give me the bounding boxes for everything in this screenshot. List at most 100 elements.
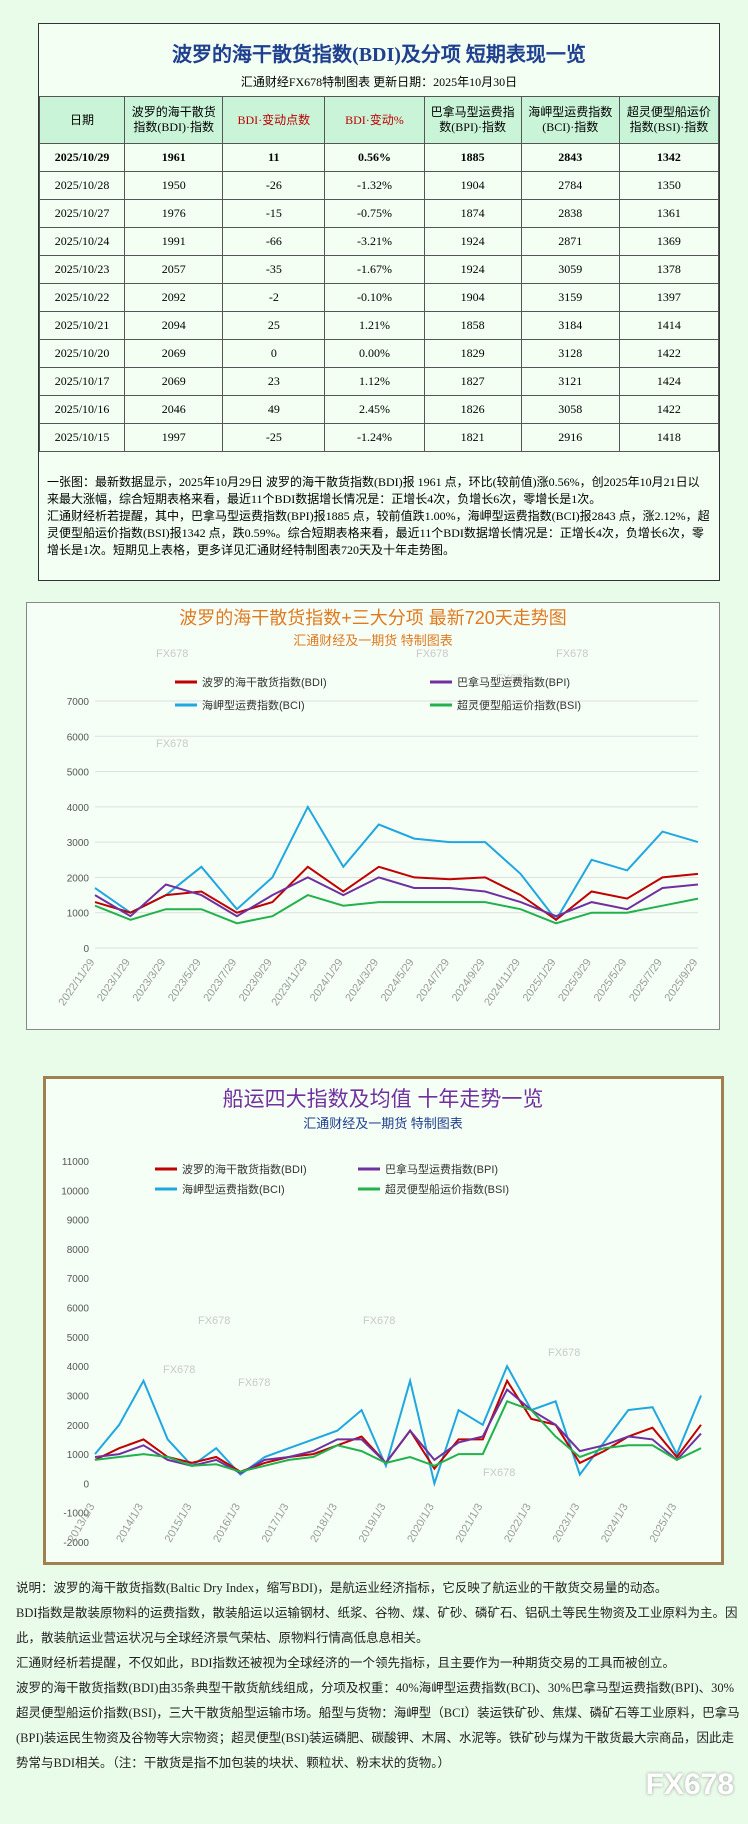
legend-label: 海岬型运费指数(BCI) <box>202 698 305 712</box>
table-cell: -66 <box>222 227 326 256</box>
y-tick-label: 6000 <box>67 1304 90 1315</box>
y-tick-label: 10000 <box>61 1186 89 1197</box>
column-header: 日期 <box>38 96 126 144</box>
y-tick-label: 2000 <box>67 1421 90 1432</box>
table-cell: 3159 <box>520 283 620 312</box>
table-cell: 1414 <box>618 311 720 340</box>
table-cell: 2046 <box>124 395 224 424</box>
table-cell: 3058 <box>520 395 620 424</box>
watermark: FX678 <box>156 648 188 660</box>
table-cell: 1829 <box>423 339 522 368</box>
y-tick-label: 9000 <box>67 1216 90 1227</box>
table-cell: 11 <box>222 143 326 172</box>
table-row: 2025/10/27 1976 -15 -0.75% 1874 2838 1361 <box>38 199 720 228</box>
y-tick-label: 3000 <box>67 1391 90 1402</box>
table-cell: 2025/10/23 <box>38 255 126 284</box>
data-table: 日期 波罗的海干散货指数(BDI)·指数 BDI·变动点数 BDI·变动% 巴拿马型运费… <box>38 96 720 452</box>
table-cell: -26 <box>222 171 326 200</box>
table-cell: 1827 <box>423 367 522 396</box>
table-row: 2025/10/29 1961 11 0.56% 1885 2843 1342 <box>38 143 720 172</box>
column-header: 波罗的海干散货指数(BDI)·指数 <box>124 96 224 144</box>
table-cell: 2.45% <box>324 395 425 424</box>
table-cell: 2025/10/15 <box>38 423 126 452</box>
y-tick-label: 0 <box>83 1479 89 1490</box>
table-row: 2025/10/23 2057 -35 -1.67% 1924 3059 1378 <box>38 255 720 284</box>
table-cell: -25 <box>222 423 326 452</box>
series-line <box>94 876 699 918</box>
chart-title: 波罗的海干散货指数+三大分项 最新720天走势图 <box>179 608 567 628</box>
page-subtitle: 汇通财经FX678特制图表 更新日期：2025年10月30日 <box>240 75 518 89</box>
footer-line: BDI指数是散装原物料的运费指数，散装船运以运输钢材、纸浆、谷物、煤、矿砂、磷矿… <box>16 1606 738 1645</box>
legend-label: 超灵便型船运价指数(BSI) <box>385 1182 509 1196</box>
table-cell: 2025/10/28 <box>38 171 126 200</box>
y-tick-label: 1000 <box>67 909 90 920</box>
watermark: FX678 <box>156 738 188 750</box>
column-header: 海岬型运费指数(BCI)·指数 <box>520 96 620 144</box>
chart-subtitle: 汇通财经及一期货 特制图表 <box>293 633 453 648</box>
table-row: 2025/10/22 2092 -2 -0.10% 1904 3159 1397 <box>38 283 720 312</box>
table-cell: -35 <box>222 255 326 284</box>
table-cell: 1821 <box>423 423 522 452</box>
table-cell: 2838 <box>520 199 620 228</box>
table-cell: 1904 <box>423 171 522 200</box>
table-cell: 1858 <box>423 311 522 340</box>
table-cell: 1950 <box>124 171 224 200</box>
footer: 说明：波罗的海干散货指数(Baltic Dry Index，缩写BDI)，是航运… <box>16 1576 740 1776</box>
table-cell: 2025/10/29 <box>38 143 126 172</box>
table-cell: 1826 <box>423 395 522 424</box>
legend-label: 海岬型运费指数(BCI) <box>182 1182 285 1196</box>
table-cell: 3184 <box>520 311 620 340</box>
legend-label: 巴拿马型运费指数(BPI) <box>457 675 570 689</box>
y-tick-label: 7000 <box>67 1274 90 1285</box>
table-row: 2025/10/20 2069 0 0.00% 1829 3128 1422 <box>38 339 720 368</box>
table-cell: 2025/10/27 <box>38 199 126 228</box>
table-cell: 1961 <box>124 143 224 172</box>
table-cell: 2025/10/24 <box>38 227 126 256</box>
table-cell: 2025/10/16 <box>38 395 126 424</box>
table-cell: 2069 <box>124 367 224 396</box>
y-tick-label: 1000 <box>67 1450 90 1461</box>
legend-label: 波罗的海干散货指数(BDI) <box>202 675 327 689</box>
page-title: 波罗的海干散货指数(BDI)及分项 短期表现一览 <box>172 44 586 66</box>
column-header: BDI·变动点数 <box>222 96 326 144</box>
table-cell: 2094 <box>124 311 224 340</box>
table-cell: 0.00% <box>324 339 425 368</box>
series-line <box>94 804 699 922</box>
table-cell: 1369 <box>618 227 720 256</box>
y-tick-label: 4000 <box>67 803 90 814</box>
table-row: 2025/10/28 1950 -26 -1.32% 1904 2784 1350 <box>38 171 720 200</box>
table-cell: 1342 <box>618 143 720 172</box>
table-cell: 1.21% <box>324 311 425 340</box>
table-cell: 1885 <box>423 143 522 172</box>
y-tick-label: 11000 <box>62 1157 90 1168</box>
table-cell: 1904 <box>423 283 522 312</box>
table-cell: 1422 <box>618 339 720 368</box>
table-cell: -1.67% <box>324 255 425 284</box>
logo: FX678 <box>645 1768 734 1801</box>
table-row: 2025/10/16 2046 49 2.45% 1826 3058 1422 <box>38 395 720 424</box>
y-tick-label: 5000 <box>67 1333 90 1344</box>
watermark: FX678 <box>483 1467 515 1479</box>
y-tick-label: 5000 <box>67 768 90 779</box>
y-tick-label: -1000 <box>63 1509 89 1520</box>
y-tick-label: 8000 <box>67 1245 90 1256</box>
table-cell: -1.32% <box>324 171 425 200</box>
note: 一张图：最新数据显示，2025年10月29日 波罗的海干散货指数(BDI)报 1… <box>39 452 719 559</box>
table-cell: 1976 <box>124 199 224 228</box>
table-cell: 2025/10/21 <box>38 311 126 340</box>
watermark: FX678 <box>496 673 528 685</box>
table-cell: 1.12% <box>324 367 425 396</box>
table-cell: -15 <box>222 199 326 228</box>
table-cell: 1422 <box>618 395 720 424</box>
watermark: FX678 <box>363 1315 395 1327</box>
table-cell: 2069 <box>124 339 224 368</box>
watermark: FX678 <box>556 648 588 660</box>
chart-subtitle: 汇通财经及一期货 特制图表 <box>303 1116 463 1131</box>
footer-line: 波罗的海干散货指数(BDI)由35条典型干散货航线组成，分项及权重：40%海岬型… <box>16 1681 740 1770</box>
table-cell: 3128 <box>520 339 620 368</box>
table-cell: 0.56% <box>324 143 425 172</box>
table-row: 2025/10/24 1991 -66 -3.21% 1924 2871 1369 <box>38 227 720 256</box>
column-header: 超灵便型船运价指数(BSI)·指数 <box>618 96 720 144</box>
legend-label: 超灵便型船运价指数(BSI) <box>457 698 581 712</box>
column-header: 巴拿马型运费指数(BPI)·指数 <box>423 96 522 144</box>
